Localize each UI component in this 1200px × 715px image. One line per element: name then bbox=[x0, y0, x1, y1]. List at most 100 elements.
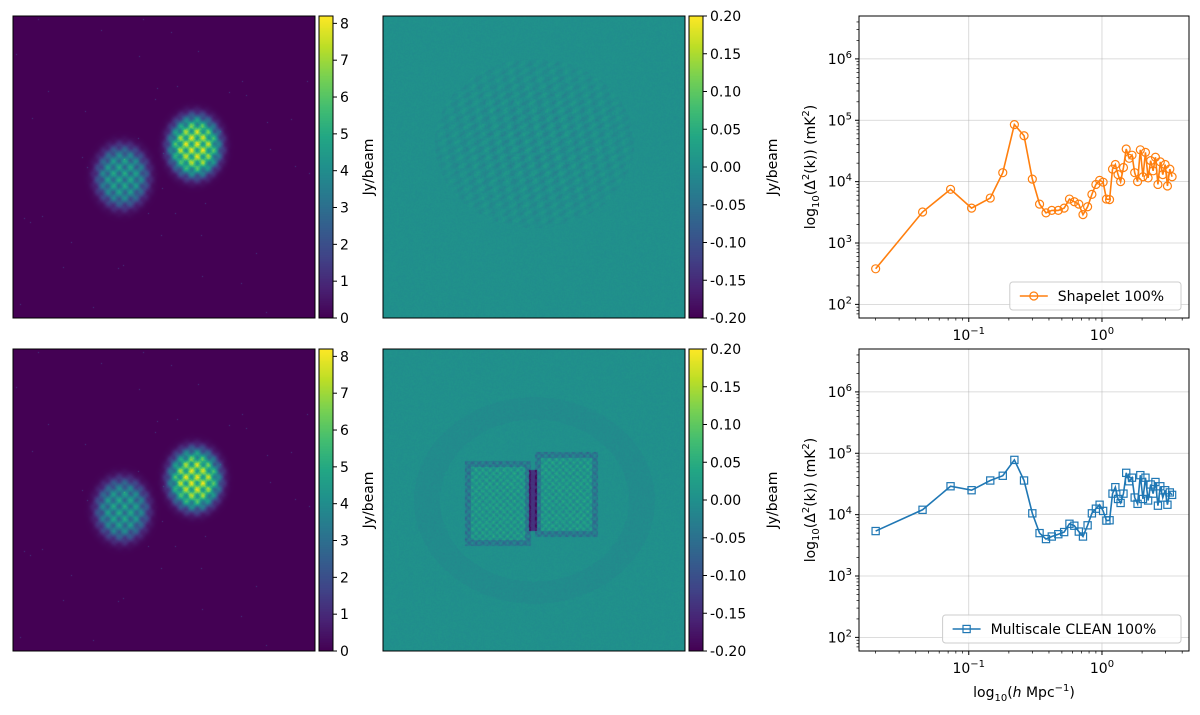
data-point bbox=[1135, 145, 1145, 155]
data-point bbox=[1130, 168, 1140, 178]
colorbar-tick-label: 6 bbox=[340, 90, 349, 106]
data-point bbox=[871, 264, 881, 274]
row1-col2-colorbar-label: Jy/beam bbox=[765, 139, 781, 197]
legend-label: Shapelet 100% bbox=[1058, 289, 1164, 305]
x-tick-label: 10−1 bbox=[952, 326, 985, 344]
colorbar-tick-label: 0.05 bbox=[710, 455, 741, 471]
x-tick-label: 100 bbox=[1090, 326, 1114, 344]
panel-row1-col1: 0 1 2 3 4 5 6 7 8 Jy/beam bbox=[12, 15, 377, 327]
colorbar-tick-label: -0.10 bbox=[710, 236, 746, 252]
row1-col1-colorbar-ticks: 0 1 2 3 4 5 6 7 8 bbox=[333, 16, 349, 327]
y-tick-label: 102 bbox=[828, 628, 852, 646]
colorbar-tick-label: 3 bbox=[340, 201, 349, 217]
data-point bbox=[1070, 521, 1079, 530]
data-point bbox=[1163, 500, 1172, 509]
colorbar-tick-label: -0.20 bbox=[710, 644, 746, 660]
data-point bbox=[1160, 159, 1170, 170]
data-point bbox=[966, 203, 977, 213]
colorbar-tick-label: 0.15 bbox=[710, 47, 741, 63]
x-tick-label: 10−1 bbox=[952, 659, 985, 677]
data-point bbox=[1053, 205, 1063, 215]
y-tick-label: 106 bbox=[828, 50, 852, 68]
row1-col2-colorbar-ticks: -0.20 -0.15 -0.10 -0.05 0.00 0.05 0.10 0.15 0.20 bbox=[703, 9, 746, 327]
data-point bbox=[1155, 157, 1165, 167]
x-axis-label: log10(h Mpc−1) bbox=[973, 683, 1075, 704]
data-point bbox=[871, 526, 880, 536]
y-tick-label: 104 bbox=[828, 173, 852, 191]
data-point bbox=[1083, 202, 1093, 212]
data-point bbox=[945, 184, 956, 194]
data-point bbox=[1116, 498, 1125, 508]
data-point bbox=[1136, 470, 1145, 480]
data-point bbox=[1069, 197, 1079, 207]
data-point bbox=[1167, 172, 1177, 182]
x-tick-label: 100 bbox=[1090, 659, 1114, 677]
colorbar-tick-label: 0.10 bbox=[710, 85, 741, 101]
data-point bbox=[1009, 120, 1019, 130]
data-point bbox=[1143, 496, 1153, 505]
series-line bbox=[875, 122, 1173, 270]
row2-col2-image-frame bbox=[383, 349, 685, 651]
data-point bbox=[918, 505, 927, 514]
row1-col1-colorbar-label: Jy/beam bbox=[361, 139, 377, 197]
data-point bbox=[1133, 499, 1142, 509]
data-point bbox=[1059, 203, 1069, 213]
colorbar-tick-label: 6 bbox=[340, 423, 349, 439]
y-tick-label: 105 bbox=[828, 444, 852, 462]
data-point bbox=[1074, 199, 1084, 209]
colorbar-tick-label: 4 bbox=[340, 164, 349, 180]
row2-col1-colorbar bbox=[319, 349, 333, 651]
colorbar-tick-label: 7 bbox=[340, 53, 349, 69]
colorbar-tick-label: 3 bbox=[340, 534, 349, 550]
colorbar-tick-label: 2 bbox=[340, 237, 349, 253]
data-point bbox=[1059, 527, 1069, 537]
row1-col2-image-frame bbox=[383, 16, 685, 318]
row2-col2-colorbar-ticks: -0.20 -0.15 -0.10 -0.05 0.00 0.05 0.10 0.15 0.20 bbox=[703, 342, 746, 660]
data-point bbox=[1034, 199, 1045, 209]
colorbar-tick-label: 8 bbox=[340, 349, 349, 365]
data-point bbox=[1108, 489, 1117, 498]
data-point bbox=[1027, 174, 1037, 184]
data-point bbox=[1162, 181, 1173, 191]
data-point bbox=[1148, 166, 1158, 176]
plot-frame bbox=[858, 15, 1190, 319]
data-point bbox=[946, 482, 955, 491]
colorbar-tick-label: 1 bbox=[340, 607, 349, 623]
data-point bbox=[1019, 131, 1029, 141]
colorbar-tick-label: -0.15 bbox=[710, 273, 746, 289]
panel-row1-col2: -0.20 -0.15 -0.10 -0.05 0.00 0.05 0.10 0.15 0.20… bbox=[382, 9, 781, 327]
row2-col1-colorbar-ticks: 0 1 2 3 4 5 6 7 8 bbox=[333, 349, 349, 660]
colorbar-tick-label: -0.10 bbox=[710, 569, 746, 585]
row1-col1-image-border bbox=[12, 15, 316, 319]
data-point bbox=[998, 168, 1008, 178]
data-point bbox=[1118, 162, 1129, 173]
data-point bbox=[1105, 516, 1114, 525]
series-shapelet bbox=[871, 120, 1177, 274]
colorbar-tick-label: 0.00 bbox=[710, 493, 741, 509]
panel-row1-col3: 10−1 100 102 103 104 105 106 Shapelet 100% log10… bbox=[801, 15, 1190, 344]
colorbar-tick-label: 1 bbox=[340, 274, 349, 290]
y-tick-label: 104 bbox=[828, 506, 852, 524]
data-point bbox=[1041, 534, 1051, 544]
data-point bbox=[1153, 501, 1163, 510]
data-point bbox=[1104, 194, 1115, 205]
colorbar-tick-label: 0.20 bbox=[710, 9, 741, 25]
data-point bbox=[1107, 164, 1118, 174]
data-point bbox=[1019, 476, 1029, 485]
data-point bbox=[1111, 482, 1120, 492]
data-point bbox=[1140, 147, 1151, 157]
data-point bbox=[1035, 528, 1044, 538]
data-point bbox=[1098, 506, 1108, 516]
data-point bbox=[1148, 489, 1158, 498]
legend-marker bbox=[1029, 291, 1039, 301]
row2-col1-colorbar-label: Jy/beam bbox=[361, 472, 377, 530]
panel-row2-col1: 0 1 2 3 4 5 6 7 8 Jy/beam bbox=[12, 348, 377, 660]
data-point bbox=[1101, 194, 1112, 204]
data-point bbox=[1130, 493, 1139, 502]
colorbar-tick-label: 2 bbox=[340, 570, 349, 586]
row1-col1-image-frame bbox=[13, 16, 315, 318]
colorbar-tick-label: 0.00 bbox=[710, 160, 741, 176]
y-tick-label: 103 bbox=[828, 567, 852, 585]
data-point bbox=[1124, 153, 1134, 163]
colorbar-tick-label: 0 bbox=[340, 644, 349, 660]
